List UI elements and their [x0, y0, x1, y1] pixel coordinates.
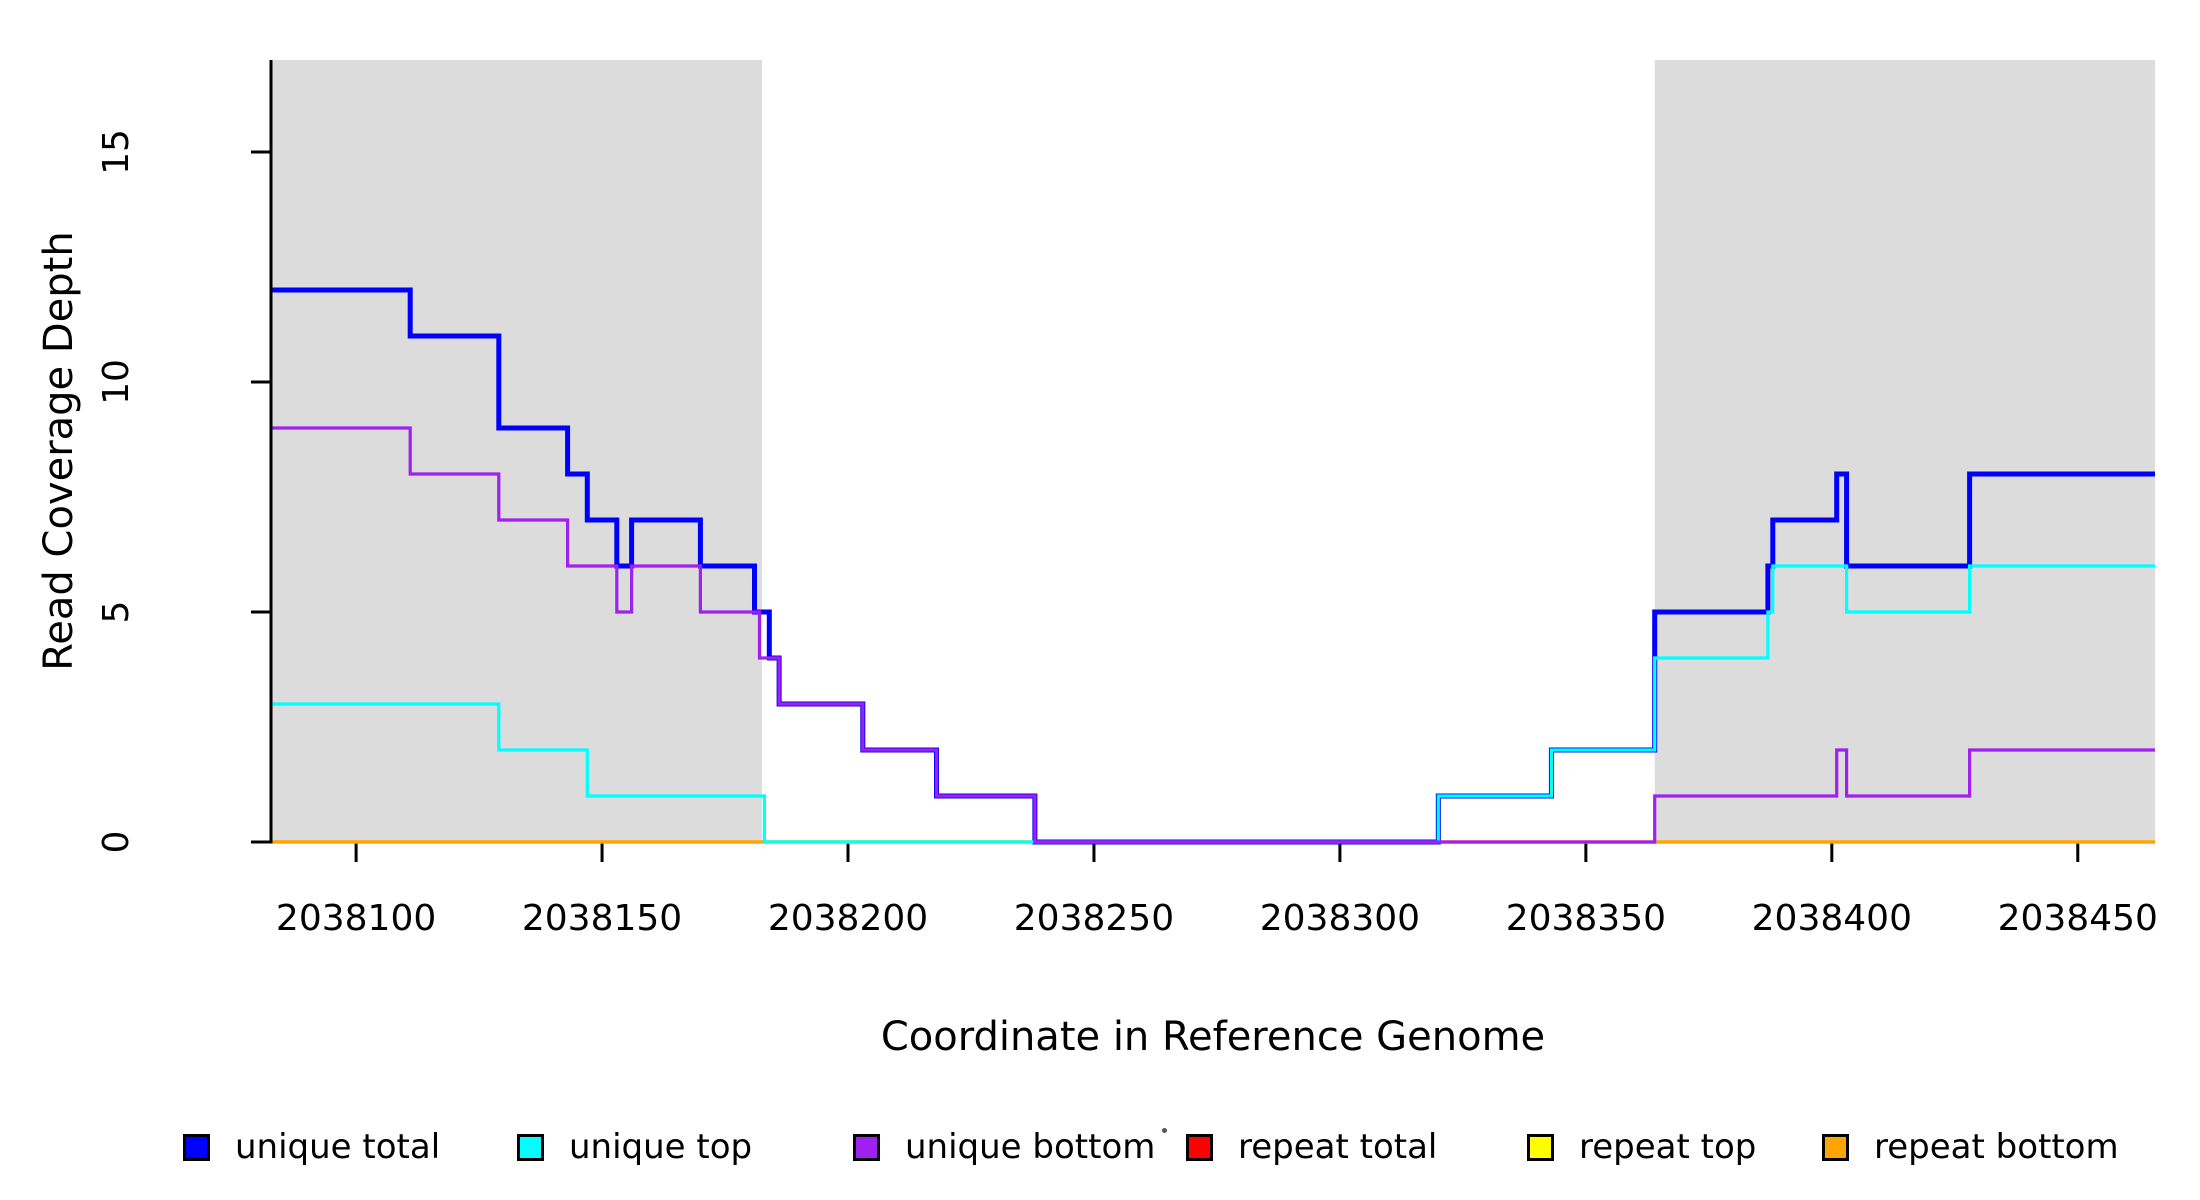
x-tick-label: 2038200: [768, 898, 928, 939]
y-tick-label: 10: [96, 359, 137, 405]
legend-label: unique top: [569, 1127, 753, 1167]
artifact-dot: [1162, 1128, 1167, 1133]
x-tick-label: 2038400: [1752, 898, 1912, 939]
series-line-unique-top: [272, 564, 2155, 844]
x-axis-title: Coordinate in Reference Genome: [881, 1014, 1545, 1060]
legend-item-repeat-total: repeat total: [1186, 1125, 1437, 1169]
x-tick-label: 2038250: [1014, 898, 1174, 939]
legend-item-repeat-top: repeat top: [1527, 1125, 1756, 1169]
series-line-unique-bottom: [272, 426, 2155, 844]
series-lines: [272, 287, 2155, 845]
legend-item-unique-total: unique total: [183, 1125, 440, 1169]
highlight-regions: [271, 60, 2155, 842]
legend-label: repeat top: [1579, 1127, 1757, 1167]
legend-swatch-icon: [1527, 1133, 1554, 1161]
legend-swatch-icon: [853, 1133, 880, 1161]
x-tick-label: 2038350: [1506, 898, 1666, 939]
legend-label: unique bottom: [905, 1127, 1156, 1167]
right-repeat-region: [1654, 60, 2155, 842]
legend-item-unique-bottom: unique bottom: [853, 1125, 1155, 1169]
y-axis-title: Read Coverage Depth: [36, 231, 82, 670]
legend-label: repeat total: [1238, 1127, 1438, 1167]
y-tick-label: 5: [96, 601, 137, 624]
legend-label: unique total: [235, 1127, 441, 1167]
x-tick-label: 2038100: [276, 898, 436, 939]
legend-swatch-icon: [517, 1133, 544, 1161]
y-tick-label: 0: [96, 831, 137, 854]
x-tick-label: 2038150: [522, 898, 682, 939]
legend-label: repeat bottom: [1874, 1127, 2119, 1167]
legend-item-repeat-bottom: repeat bottom: [1822, 1125, 2119, 1169]
legend-item-unique-top: unique top: [517, 1125, 752, 1169]
axes: 2038100 2038150 2038200 2038250 2038300 20383…: [96, 60, 2158, 939]
y-tick-label: 15: [96, 129, 137, 175]
legend-swatch-icon: [1186, 1133, 1213, 1161]
legend-swatch-icon: [183, 1133, 210, 1161]
x-tick-label: 2038450: [1998, 898, 2158, 939]
x-tick-label: 2038300: [1260, 898, 1420, 939]
legend-swatch-icon: [1822, 1133, 1849, 1161]
left-repeat-region: [271, 60, 762, 842]
